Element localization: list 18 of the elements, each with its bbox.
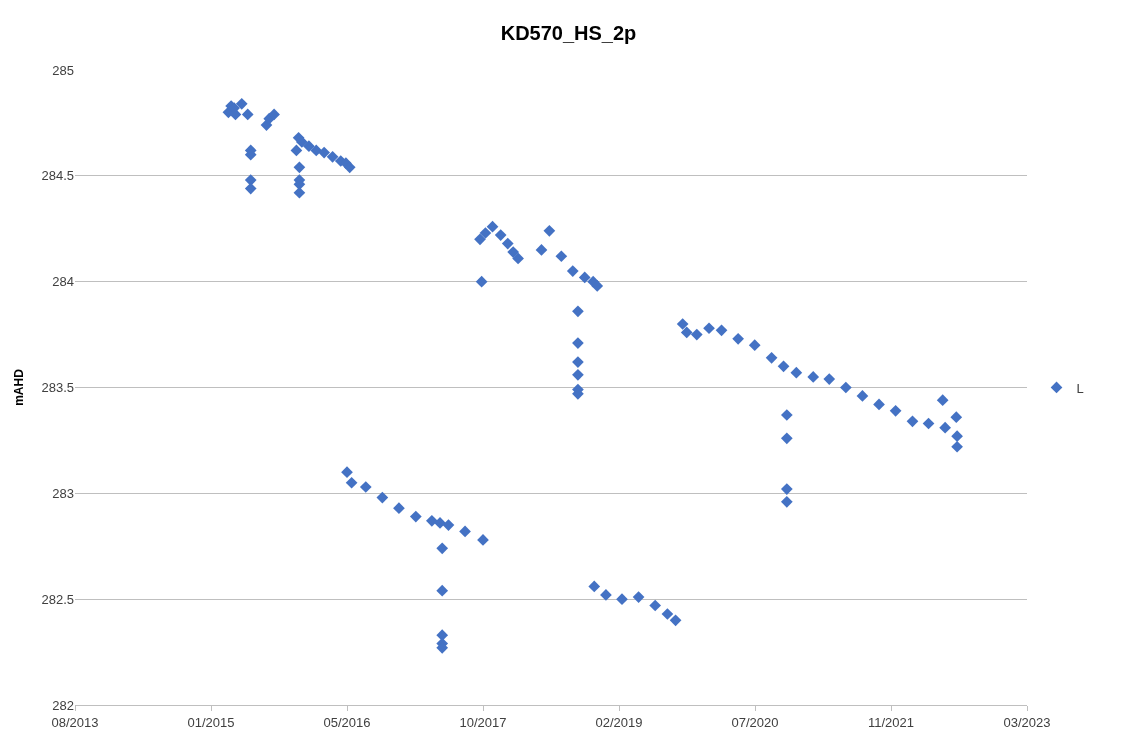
y-tick-label: 283.5	[41, 380, 74, 396]
x-tick-label: 07/2020	[731, 714, 779, 730]
x-tick-label: 03/2023	[1003, 714, 1051, 730]
y-tick-label: 283	[52, 485, 74, 501]
x-tick-label: 02/2019	[595, 714, 643, 730]
x-tick-label: 05/2016	[323, 714, 371, 730]
x-tick-label: 01/2015	[187, 714, 235, 730]
x-tick-label: 08/2013	[51, 714, 99, 730]
chart-title: KD570_HS_2p	[500, 21, 637, 44]
y-tick-label: 284.5	[41, 168, 74, 184]
y-axis-title: mAHD	[11, 368, 26, 406]
y-tick-label: 282	[52, 697, 74, 713]
y-tick-label: 284	[52, 274, 74, 290]
legend-label: L	[1076, 380, 1084, 396]
y-tick-label: 285	[52, 62, 74, 78]
x-tick-label: 10/2017	[459, 714, 507, 730]
x-tick-label: 11/2021	[867, 714, 915, 730]
y-tick-label: 282.5	[41, 591, 74, 607]
